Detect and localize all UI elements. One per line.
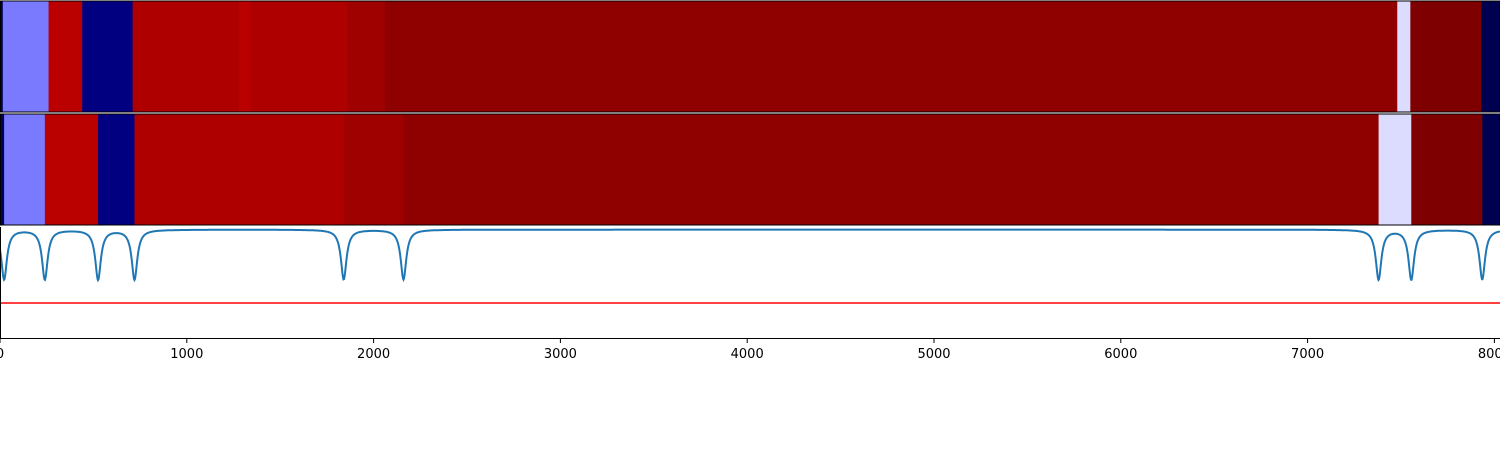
segment-r1-9 <box>384 1 1398 112</box>
segment-r1-5 <box>132 1 240 112</box>
x-tick-label-0: 0 <box>0 347 4 362</box>
signal-plot-area <box>0 227 1500 339</box>
segment-r1-2 <box>2 1 50 112</box>
segment-r1-12 <box>1481 1 1500 112</box>
x-tick-label-7000: 7000 <box>1291 347 1324 362</box>
segment-r2-5 <box>134 114 345 225</box>
x-tick-label-8000: 8000 <box>1478 347 1500 362</box>
x-axis: 0 1000 2000 3000 4000 5000 6000 7000 8000 <box>0 338 1500 362</box>
segment-r1-4 <box>82 1 134 112</box>
segment-r1-7 <box>250 1 348 112</box>
segment-r1-6 <box>239 1 251 112</box>
x-tick-label-3000: 3000 <box>544 347 577 362</box>
segment-r1-8 <box>347 1 386 112</box>
segment-row-1 <box>0 0 1500 113</box>
x-tick-label-6000: 6000 <box>1104 347 1137 362</box>
segment-r2-7 <box>403 114 1380 225</box>
segment-r2-6 <box>343 114 404 225</box>
x-tick-label-2000: 2000 <box>357 347 390 362</box>
segment-r1-11 <box>1410 1 1482 112</box>
segment-r2-3 <box>44 114 99 225</box>
segment-r2-9 <box>1411 114 1483 225</box>
x-tick-label-1000: 1000 <box>170 347 203 362</box>
segment-r1-3 <box>48 1 83 112</box>
signal-line <box>0 228 1500 283</box>
segment-r2-8 <box>1378 114 1412 225</box>
segment-r2-4 <box>98 114 135 225</box>
segment-r1-10 <box>1397 1 1411 112</box>
segment-r2-1 <box>0 114 5 225</box>
x-tick-label-4000: 4000 <box>731 347 764 362</box>
segment-row-2 <box>0 113 1500 226</box>
segment-r2-2 <box>4 114 46 225</box>
segment-r2-10 <box>1482 114 1500 225</box>
x-tick-label-5000: 5000 <box>917 347 950 362</box>
segment-r1-1 <box>0 1 4 112</box>
